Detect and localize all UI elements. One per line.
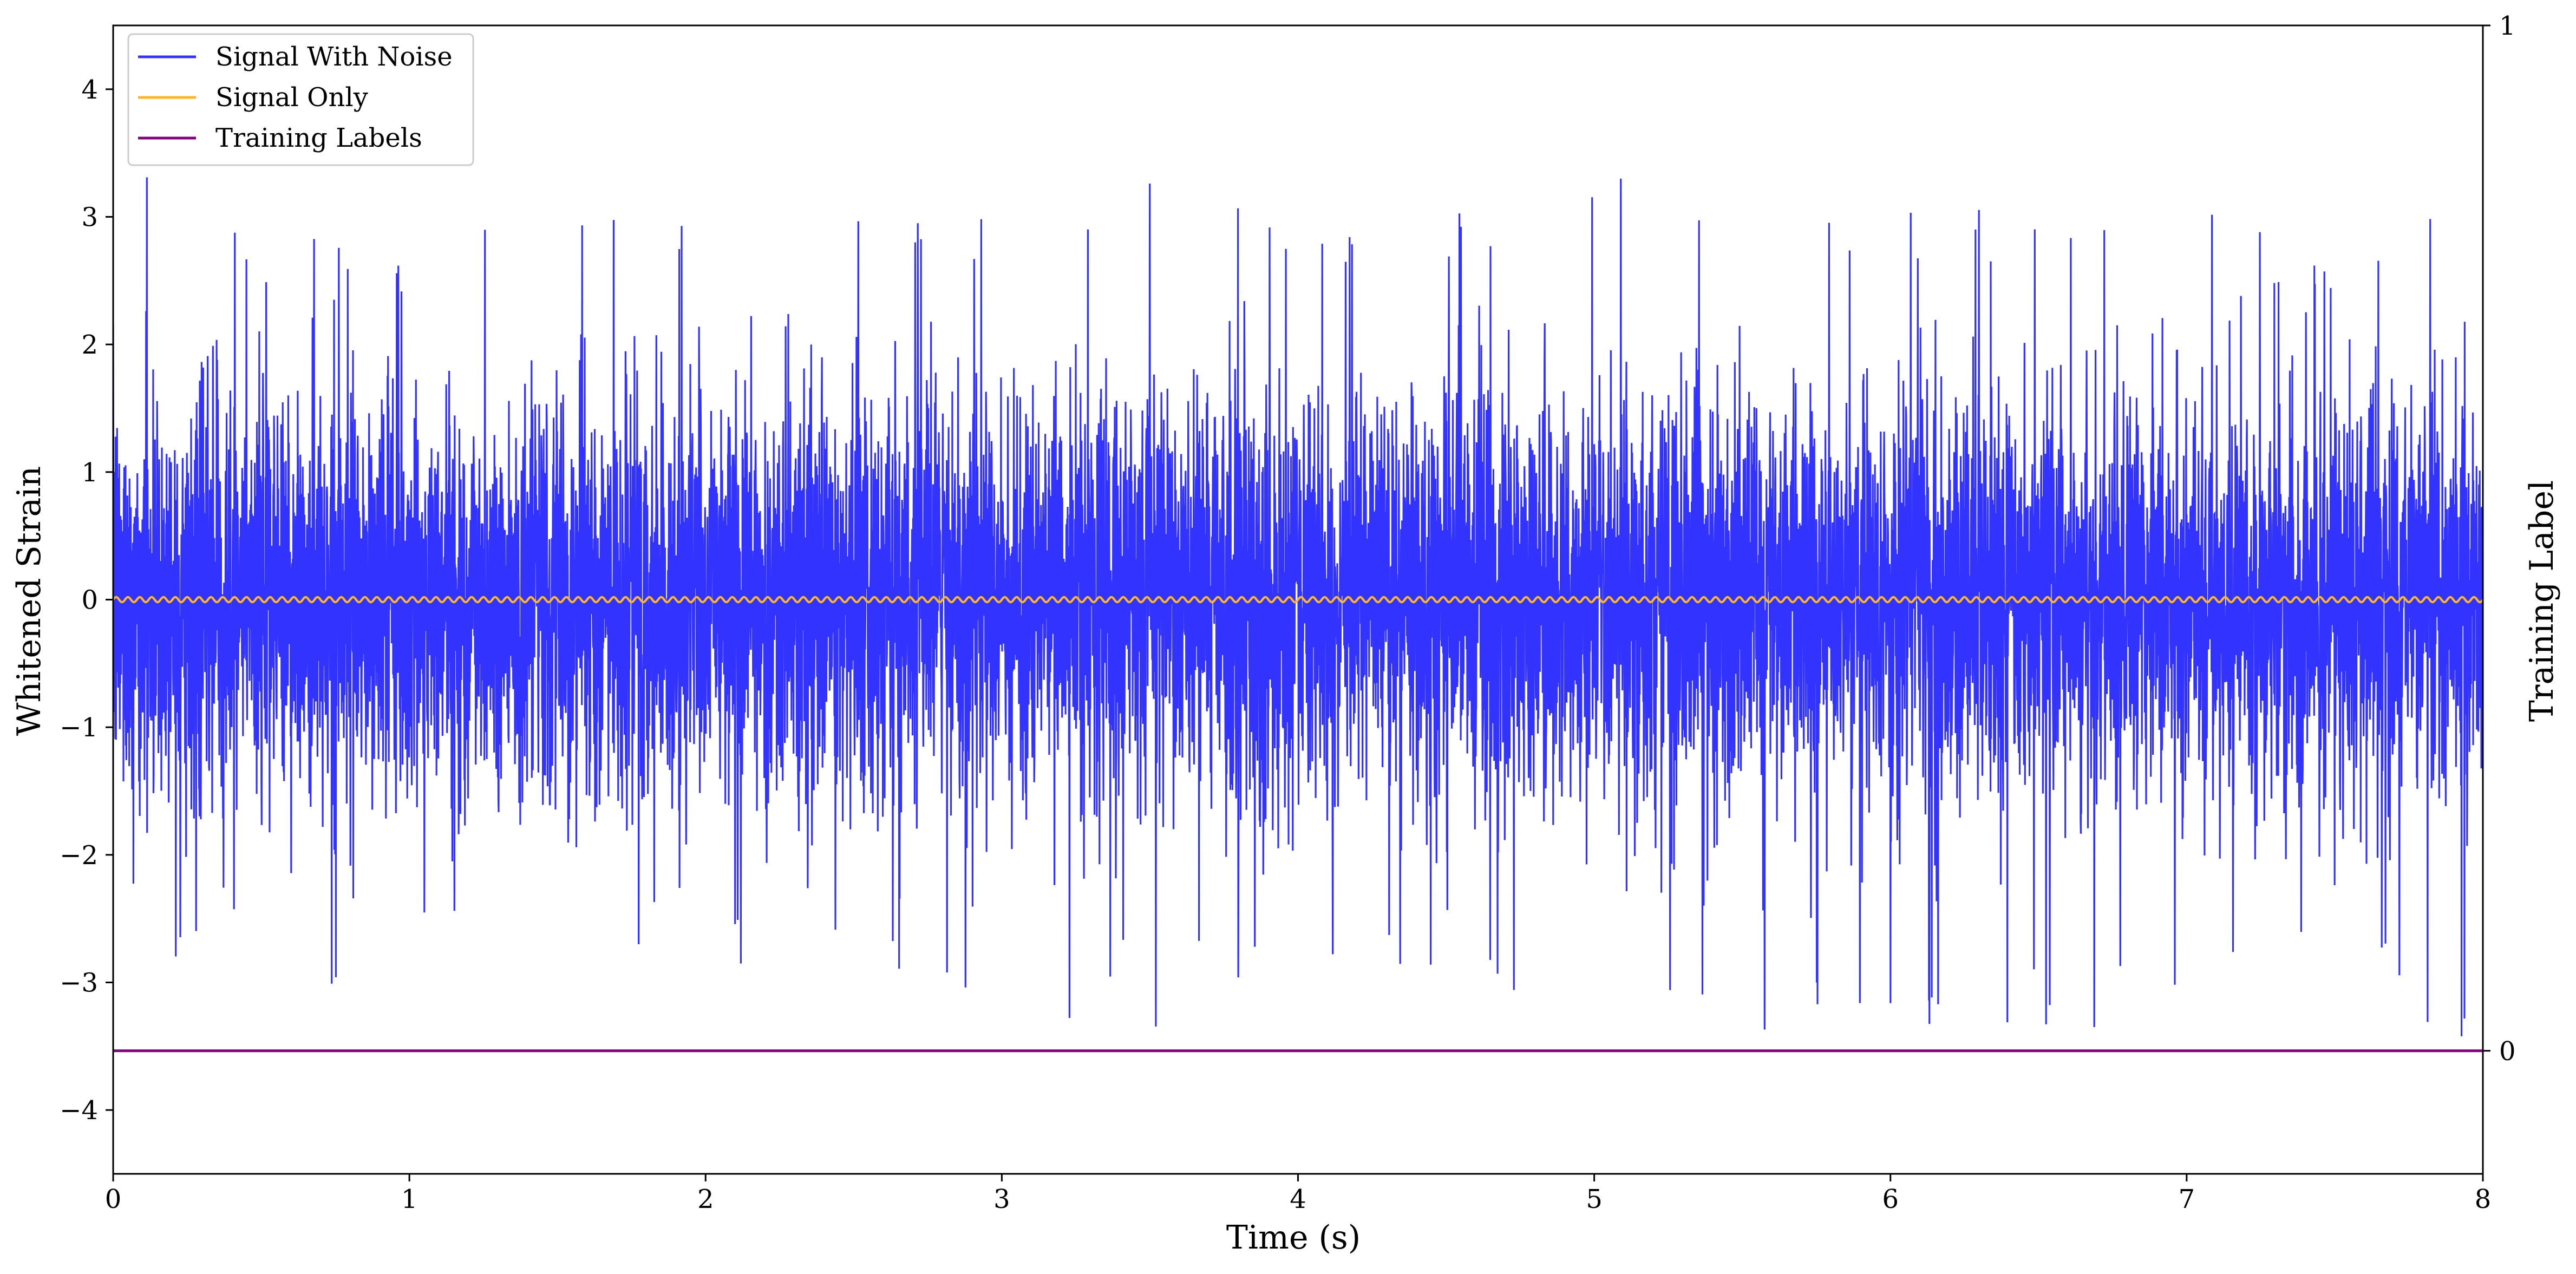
legend-label-training-labels: Training Labels	[215, 123, 422, 153]
legend-box	[127, 33, 474, 166]
x-tick-label: 1	[401, 1184, 418, 1214]
y-axis-title: Whitened Strain	[10, 466, 48, 736]
y-tick-label: 2	[81, 330, 98, 360]
x-tick-label: 0	[105, 1184, 122, 1214]
x-tick-label: 2	[697, 1184, 714, 1214]
x-tick-label: 3	[993, 1184, 1010, 1214]
legend-label-signal-only: Signal Only	[215, 82, 368, 113]
y-tick-label: −2	[60, 840, 98, 871]
y2-axis-title: Training Label	[2523, 480, 2561, 722]
axes: 0 1 2 3 4 5 6 7 8 −4 −3 −2 −1 0 1 2 3 4 0 1	[60, 11, 2515, 1214]
series-signal-with-noise	[113, 177, 2483, 1036]
y-tick-label: −3	[60, 968, 98, 998]
series-signal-only	[113, 596, 2483, 604]
y-tick-label: 0	[81, 585, 98, 616]
y-tick-label: −4	[60, 1095, 98, 1126]
y-tick-label: −1	[60, 713, 98, 743]
x-tick-label: 5	[1586, 1184, 1603, 1214]
y-tick-label: 1	[81, 458, 98, 488]
x-tick-label: 8	[2475, 1184, 2492, 1214]
x-tick-label: 4	[1290, 1184, 1306, 1214]
y-tick-label: 3	[81, 202, 98, 233]
legend: Signal With Noise Signal Only Training L…	[127, 33, 474, 166]
x-tick-label: 6	[1882, 1184, 1899, 1214]
x-tick-label: 7	[2179, 1184, 2195, 1214]
legend-label-signal-with-noise: Signal With Noise	[215, 42, 453, 72]
x-axis-title: Time (s)	[1226, 1219, 1361, 1257]
plot-area	[113, 177, 2483, 1053]
y2-tick-label: 1	[2499, 11, 2516, 41]
y2-tick-label: 0	[2499, 1036, 2516, 1067]
y-tick-label: 4	[81, 75, 98, 105]
